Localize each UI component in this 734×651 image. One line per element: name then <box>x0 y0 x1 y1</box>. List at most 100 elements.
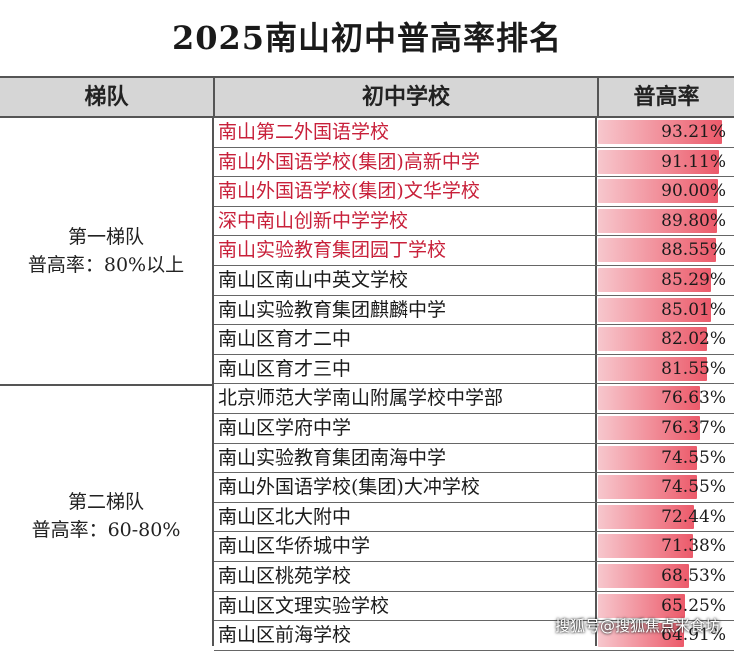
table-row: 南山实验教育集团麒麟中学 85.01% <box>214 296 734 326</box>
school-name: 南山外国语学校(集团)高新中学 <box>218 150 480 173</box>
table-row: 南山区南山中英文学校 85.29% <box>214 266 734 296</box>
rate-bar <box>598 593 685 618</box>
rate-bar <box>598 356 707 381</box>
table-row: 南山外国语学校(集团)大冲学校 74.55% <box>214 473 734 503</box>
rate-bar <box>598 238 716 263</box>
column-divider <box>212 118 214 646</box>
table-row: 南山外国语学校(集团)文华学校 90.00% <box>214 177 734 207</box>
watermark: 搜狐号@搜狐焦点米食坊 <box>554 617 720 635</box>
school-name: 南山第二外国语学校 <box>218 121 390 143</box>
header-school: 初中学校 <box>213 78 597 116</box>
rate-cell: 76.63% <box>597 386 732 411</box>
header-tier: 梯队 <box>84 84 129 110</box>
school-name: 南山实验教育集团南海中学 <box>218 446 447 469</box>
rate-cell: 82.02% <box>597 327 732 352</box>
rate-bar <box>598 297 712 322</box>
rate-cell: 88.55% <box>597 238 732 263</box>
school-name: 南山实验教育集团园丁学校 <box>218 239 447 262</box>
rate-cell: 93.21% <box>597 120 732 144</box>
rate-value: 74.55% <box>661 447 726 468</box>
table-row: 南山区文理实验学校 65.25% <box>214 592 734 622</box>
table-header: 梯队 初中学校 普高率 <box>0 76 734 118</box>
school-name: 南山区前海学校 <box>218 624 352 647</box>
rate-bar <box>598 623 685 648</box>
school-name: 南山区华侨城中学 <box>218 535 371 558</box>
school-name: 南山区育才二中 <box>218 328 352 351</box>
table-row: 南山区桃苑学校 68.53% <box>214 562 734 592</box>
page-title: 2025南山初中普高率排名 <box>171 19 563 57</box>
rate-value: 85.29% <box>661 270 726 290</box>
rate-cell: 64.91% <box>597 623 732 648</box>
tier-range: 普高率：60-80% <box>31 519 181 541</box>
rate-bar <box>598 504 695 529</box>
rate-cell: 76.37% <box>597 416 732 440</box>
table-row: 南山实验教育集团园丁学校 88.55% <box>214 236 734 266</box>
rate-value: 89.80% <box>661 210 726 231</box>
rate-cell: 72.44% <box>597 504 732 529</box>
table-row: 南山区学府中学 76.37% <box>214 414 734 444</box>
school-name: 南山区北大附中 <box>218 505 352 528</box>
rate-cell: 85.01% <box>597 297 732 322</box>
rate-bar <box>598 564 690 588</box>
rate-value: 76.37% <box>661 418 726 438</box>
school-name: 南山实验教育集团麒麟中学 <box>218 298 447 321</box>
rate-bar <box>598 445 698 470</box>
rate-value: 93.21% <box>661 122 726 142</box>
table-body: 第一梯队 普高率：80%以上 第二梯队 普高率：60-80% 南山第二外国语学校… <box>0 118 734 651</box>
rate-value: 90.00% <box>661 181 726 202</box>
rate-value: 91.11% <box>661 151 726 172</box>
rate-value: 85.01% <box>661 299 726 320</box>
table-row: 南山区北大附中 72.44% <box>214 503 734 533</box>
table-row: 南山区育才三中 81.55% <box>214 355 734 385</box>
table-row: 南山实验教育集团南海中学 74.55% <box>214 444 734 474</box>
school-name: 南山区育才三中 <box>218 357 352 380</box>
tier-group-2: 第二梯队 普高率：60-80% <box>0 386 212 646</box>
rate-value: 71.38% <box>661 536 726 557</box>
table-row: 南山外国语学校(集团)高新中学 91.11% <box>214 148 734 178</box>
school-name: 南山区南山中英文学校 <box>218 269 409 291</box>
rate-value: 82.02% <box>661 329 726 350</box>
tier-name: 第二梯队 <box>67 491 144 513</box>
rate-cell: 74.55% <box>597 475 732 500</box>
rate-cell: 74.55% <box>597 445 732 470</box>
rate-value: 76.63% <box>661 388 726 409</box>
column-divider <box>595 118 597 646</box>
school-name: 南山区文理实验学校 <box>218 594 390 617</box>
school-name: 南山区桃苑学校 <box>218 565 352 587</box>
rate-cell: 85.29% <box>597 268 732 292</box>
table-row: 南山区华侨城中学 71.38% <box>214 532 734 562</box>
school-name: 北京师范大学南山附属学校中学部 <box>218 387 504 410</box>
school-name: 深中南山创新中学学校 <box>218 209 409 232</box>
rate-cell: 65.25% <box>597 593 732 618</box>
school-name: 南山外国语学校(集团)大冲学校 <box>218 476 480 499</box>
rate-value: 74.55% <box>661 477 726 498</box>
rate-cell: 81.55% <box>597 356 732 381</box>
rate-bar <box>598 475 698 500</box>
rate-value: 64.91% <box>661 625 726 646</box>
table-row: 北京师范大学南山附属学校中学部 76.63% <box>214 384 734 414</box>
school-name: 南山外国语学校(集团)文华学校 <box>218 180 480 203</box>
table-row: 南山区育才二中 82.02% <box>214 325 734 355</box>
table-row: 南山第二外国语学校 93.21% <box>214 118 734 148</box>
rate-bar <box>598 120 722 144</box>
rate-value: 88.55% <box>661 240 726 261</box>
header-rate: 普高率 <box>597 78 734 116</box>
rate-cell: 71.38% <box>597 534 732 559</box>
rate-value: 72.44% <box>661 506 726 527</box>
rate-cell: 68.53% <box>597 564 732 588</box>
school-name: 南山区学府中学 <box>218 417 352 439</box>
rate-bar <box>598 179 718 204</box>
table-row: 深中南山创新中学学校 89.80% <box>214 207 734 237</box>
rate-bar <box>598 149 720 174</box>
rate-value: 65.25% <box>661 595 726 616</box>
tier-group-1: 第一梯队 普高率：80%以上 <box>0 118 212 386</box>
tier-range: 普高率：80%以上 <box>27 254 185 276</box>
rate-cell: 89.80% <box>597 208 732 233</box>
rate-bar <box>598 268 712 292</box>
rate-cell: 90.00% <box>597 179 732 204</box>
rate-value: 81.55% <box>661 358 726 379</box>
rate-bar <box>598 208 718 233</box>
rate-bar <box>598 534 693 559</box>
rate-bar <box>598 386 700 411</box>
rate-bar <box>598 416 700 440</box>
